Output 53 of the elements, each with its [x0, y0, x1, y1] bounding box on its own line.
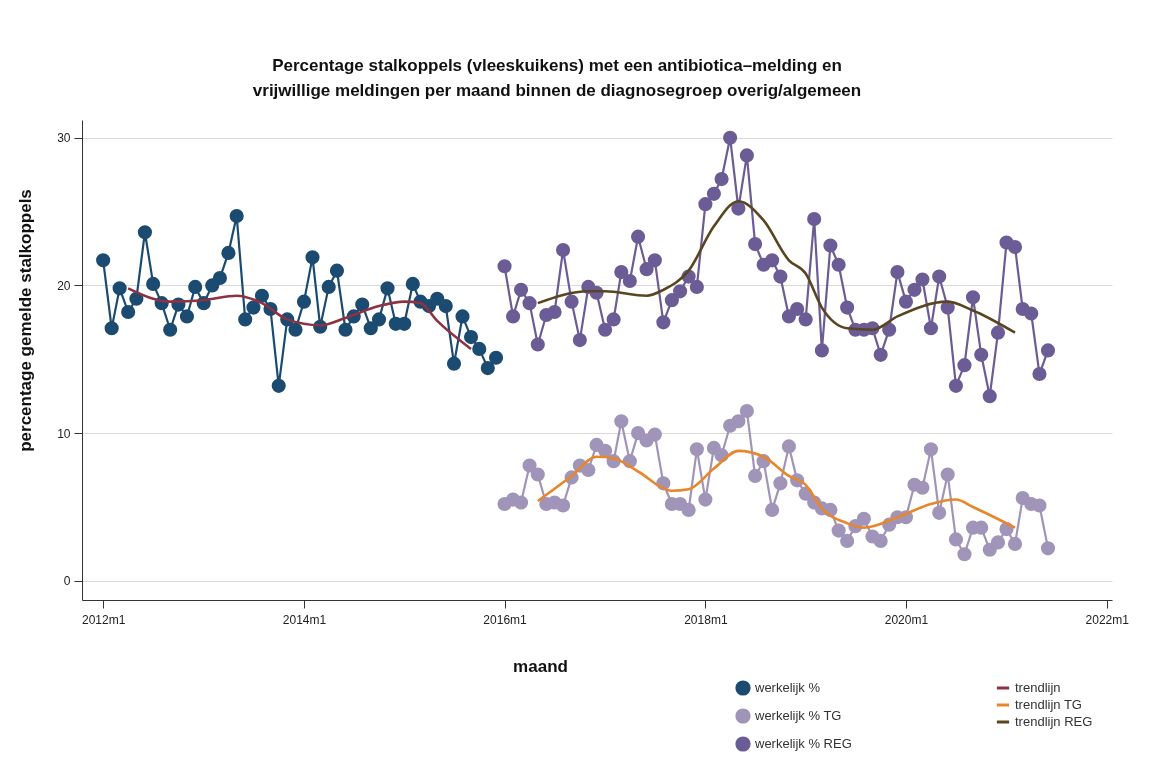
y-tick-label: 20: [57, 278, 71, 293]
x-tick-label: 2014m1: [282, 612, 327, 627]
y-tick-label: 10: [57, 426, 71, 441]
point: [455, 309, 470, 324]
legend-label: trendlijn TG: [1015, 697, 1082, 712]
point: [446, 356, 462, 371]
point: [438, 299, 453, 314]
point: [271, 378, 286, 393]
x-tick-label: 2016m1: [483, 612, 528, 627]
point: [355, 297, 370, 312]
y-tick-label: 30: [57, 131, 71, 146]
point: [380, 281, 395, 296]
point: [488, 350, 504, 365]
point: [212, 270, 227, 286]
legend-label: trendlijn REG: [1015, 714, 1093, 729]
chart-title: Percentage stalkoppels (vleeskuikens) met een antibiotica–melding en vrijwillige meldingen per maand binnen de diagnosegroep overig/algemeen: [252, 56, 862, 100]
point: [96, 253, 111, 268]
point: [246, 300, 261, 315]
legend-label: trendlijn: [1015, 680, 1061, 695]
x-tick-label: 2020m1: [884, 612, 929, 627]
point: [321, 279, 336, 294]
y-axis-title: percentage gemelde stalkoppels: [16, 189, 36, 452]
point: [104, 321, 119, 336]
point: [472, 341, 487, 356]
x-tick-label: 2022m1: [1085, 612, 1130, 627]
point: [405, 276, 420, 291]
legend-label: werkelijk % TG: [754, 708, 842, 723]
point: [480, 361, 495, 376]
point: [329, 263, 345, 278]
point: [305, 250, 320, 265]
point: [371, 312, 387, 327]
point: [338, 322, 353, 337]
x-axis-title: maand: [513, 656, 568, 676]
x-tick-label: 2018m1: [684, 612, 728, 627]
point: [179, 309, 195, 324]
point: [112, 281, 127, 296]
point: [254, 288, 270, 303]
point: [463, 330, 479, 345]
y-tick-label: 0: [63, 574, 71, 589]
point: [163, 322, 178, 337]
legend-label: werkelijk %: [754, 680, 821, 695]
point: [229, 208, 244, 224]
x-tick-label: 2012m1: [81, 612, 126, 627]
point: [146, 276, 161, 291]
point: [296, 294, 312, 309]
point: [188, 279, 203, 294]
point: [121, 304, 136, 320]
point: [238, 312, 253, 327]
point: [288, 322, 303, 337]
point: [221, 245, 236, 260]
point: [137, 225, 152, 240]
legend-label: werkelijk % REG: [754, 736, 852, 751]
point: [363, 321, 378, 336]
